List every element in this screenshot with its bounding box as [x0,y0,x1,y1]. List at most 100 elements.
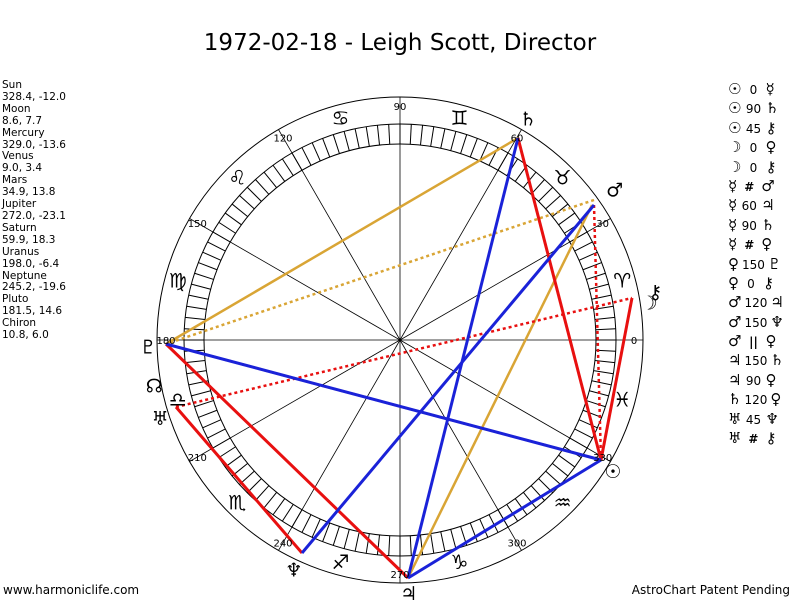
degree-tick [430,533,435,554]
aspect-planet-a: ♅ [728,409,742,428]
aspect-row: ☽ 0 ⚷ [728,158,784,177]
degree-tick [255,179,270,195]
degree-tick [514,498,528,516]
planet-coords: 10.8, 6.0 [2,329,49,342]
aspect-angle: 120 [744,296,768,311]
aspect-planet-b: ♆ [765,409,779,428]
degree-tick [440,128,446,149]
zodiac-sign-glyph: ♒ [554,491,572,515]
zodiac-sign-glyph: ♊ [451,106,469,130]
aspect-line [164,342,410,580]
aspect-planet-b: ♀ [765,370,777,389]
aspect-planet-a: ☉ [728,99,742,118]
degree-tick [281,158,294,176]
planet-name: Chiron [2,317,37,330]
pluto-glyph: ♇ [140,337,157,359]
planet-coords: 245.2, -19.6 [2,281,66,294]
degree-tick [578,419,598,429]
aspect-planet-a: ♀ [728,254,739,273]
aspect-planet-a: ♄ [728,390,742,409]
degree-tick [239,195,255,210]
degree-tick [194,272,214,280]
chart-title: 1972-02-18 - Leigh Scott, Director [203,30,597,56]
aspect-planet-a: ♂ [728,332,742,351]
aspect-planet-b: ♃ [761,196,775,215]
aspect-angle: || [749,335,758,350]
aspect-lines [164,136,634,580]
website-link[interactable]: www.harmoniclife.com [3,583,140,597]
jupiter-glyph: ♃ [400,583,417,600]
aspect-line [592,204,603,461]
degree-tick [469,522,478,542]
degree-tick [488,514,499,533]
planet-name: Mercury [2,126,45,139]
aspect-line [599,297,634,461]
planet-name: Sun [2,79,22,91]
aspect-planet-a: ☿ [728,235,738,254]
degree-tick [218,446,236,459]
aspect-planet-b: ⚷ [765,118,777,137]
aspect-line [300,204,596,554]
house-spoke [189,339,401,462]
uranus-glyph: ♅ [152,408,169,430]
aspect-list: ☉ 0 ☿ ☉ 90 ♄ ☉ 45 ⚷ ☽ 0 ♀ ☽ 0 ⚷ ☿ # ♂ ☿ 60 ♃ ☿ 90 ♄ ☿ # ♀ … [728,80,784,448]
degree-tick [272,164,286,182]
degree-tick [263,171,278,188]
zodiac-sign-glyph: ♓ [613,388,631,412]
aspect-angle: 150 [744,315,768,330]
aspect-planet-a: ♀ [728,273,739,292]
degree-tick [552,203,569,218]
aspect-row: ☉ 45 ⚷ [728,119,784,138]
degree-tick [231,203,248,218]
zodiac-sign-glyph: ♉ [554,165,572,189]
degree-tick [430,126,435,147]
degree-tick [479,142,489,162]
degree-tick [322,138,331,158]
degree-tick [343,529,350,549]
degree-label: 120 [273,133,292,144]
degree-tick [194,400,214,408]
degree-tick [343,131,350,151]
aspect-angle: 60 [741,199,757,214]
aspect-planet-b: ♀ [761,235,773,254]
planet-coords: 272.0, -23.1 [2,209,66,222]
aspect-line [406,204,594,579]
degree-tick [460,134,468,154]
aspect-angle: 90 [741,218,757,233]
aspect-planet-b: ♄ [761,215,775,234]
node-glyph: ☊ [146,376,163,398]
aspect-row: ☉ 0 ☿ [728,80,784,99]
degree-label: 30 [596,219,609,230]
aspect-line [165,342,602,462]
degree-tick [246,186,262,202]
degree-tick [255,485,270,501]
sun-glyph: ☉ [604,461,621,483]
aspect-planet-b: ♄ [765,99,779,118]
aspect-line [516,137,603,461]
aspect-angle: 0 [749,141,758,156]
degree-label: 210 [188,453,207,464]
degree-tick [332,526,340,546]
aspect-planet-b: ♆ [770,312,784,331]
aspect-row: ♃ 150 ♄ [728,351,784,370]
aspect-planet-a: ♃ [728,370,742,389]
degree-tick [595,328,616,331]
moon-glyph: ☽ [641,292,658,314]
aspect-planet-a: ♃ [728,351,742,370]
degree-tick [419,125,424,146]
degree-tick [409,535,412,556]
aspect-planet-b: ⚷ [765,157,777,176]
house-spoke [399,129,522,341]
degree-tick [589,283,609,290]
aspect-angle: 45 [745,121,762,136]
degree-tick [185,359,206,364]
aspect-angle: # [744,179,755,194]
degree-tick [552,462,569,477]
zodiac-sign-glyph: ♐ [332,550,350,574]
planet-name: Mars [2,174,28,187]
aspect-line [407,458,602,580]
aspect-angle: 45 [745,412,762,427]
degree-tick [558,454,576,468]
degree-tick [440,531,446,552]
